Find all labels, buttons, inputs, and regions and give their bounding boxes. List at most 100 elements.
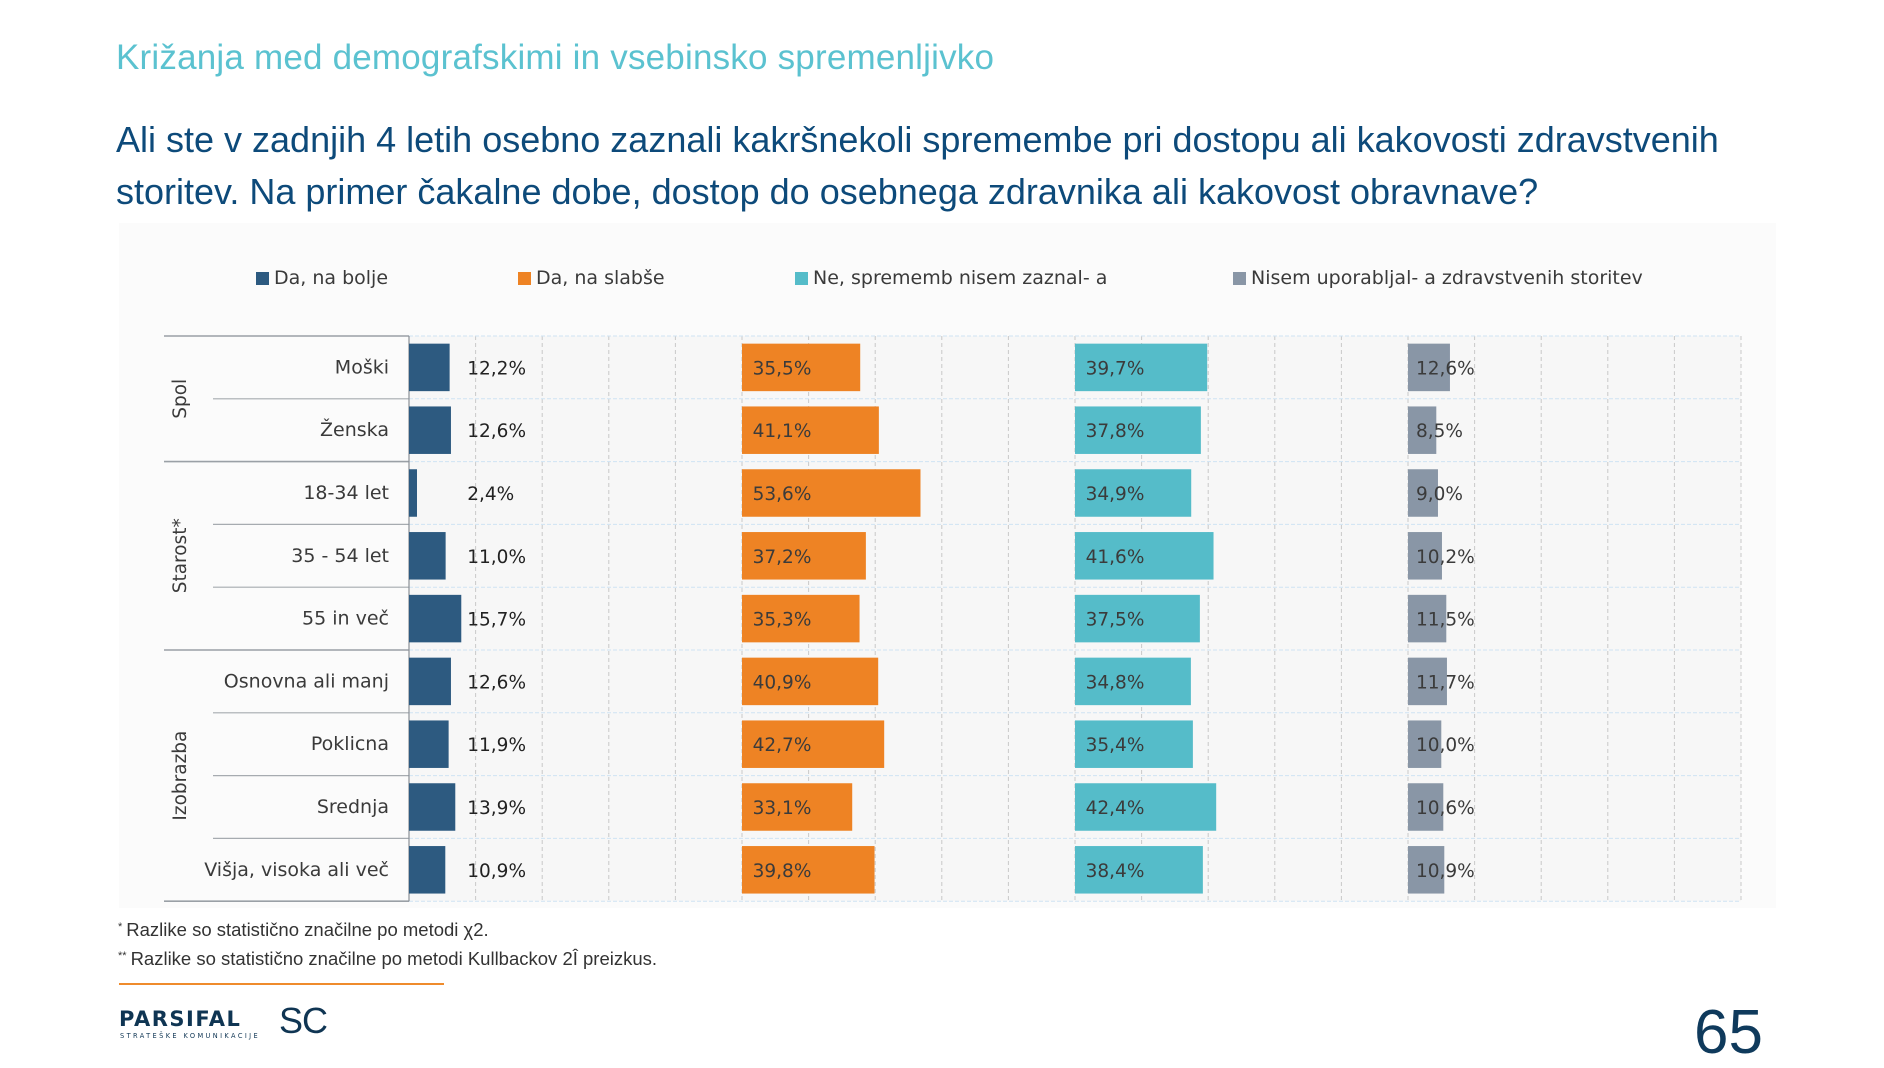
- data-label: 40,9%: [753, 672, 812, 693]
- legend-item-da-na-slabse: Da, na slabše: [518, 266, 665, 290]
- bar: [1075, 343, 1208, 392]
- category-label: 55 in več: [302, 608, 389, 630]
- data-label: 2,4%: [467, 484, 514, 505]
- bar: [1408, 469, 1438, 517]
- legend-label: Ne, sprememb nisem zaznal- a: [813, 267, 1108, 289]
- bar: [1408, 783, 1444, 831]
- category-label: Osnovna ali manj: [224, 670, 389, 692]
- bar: [1408, 343, 1450, 392]
- bar: [1408, 720, 1442, 768]
- data-label: 11,5%: [1416, 610, 1475, 631]
- category-label: 18-34 let: [303, 482, 389, 504]
- data-label: 39,7%: [1086, 358, 1145, 379]
- legend-swatch: [1233, 271, 1246, 285]
- bar: [409, 469, 417, 517]
- data-label: 42,4%: [1086, 798, 1145, 819]
- data-label: 9,0%: [1416, 484, 1463, 505]
- page-number: 65: [1694, 998, 1763, 1067]
- bar: [1408, 846, 1445, 894]
- footnote-1: * Razlike so statistično značilne po meto…: [118, 919, 489, 941]
- category-label: 35 - 54 let: [291, 545, 389, 567]
- data-label: 12,2%: [467, 358, 526, 379]
- footnote-mark: **: [118, 950, 127, 962]
- footnote-2: ** Razlike so statistično značilne po met…: [118, 948, 657, 970]
- data-label: 37,2%: [753, 547, 812, 568]
- data-label: 37,5%: [1086, 610, 1145, 631]
- bar: [409, 783, 456, 831]
- bar: [742, 783, 853, 831]
- data-label: 11,0%: [467, 547, 526, 568]
- category-label: Ženska: [320, 418, 389, 441]
- data-label: 10,9%: [1416, 861, 1475, 882]
- bar: [1408, 594, 1447, 643]
- data-label: 34,8%: [1086, 672, 1145, 693]
- data-label: 10,6%: [1416, 798, 1475, 819]
- bar: [742, 657, 879, 706]
- bar: [742, 469, 921, 517]
- category-label: Poklicna: [311, 733, 389, 755]
- footnote-mark: *: [118, 921, 123, 933]
- category-label: Srednja: [317, 796, 389, 818]
- footnote-text: Razlike so statistično značilne po metod…: [130, 948, 658, 969]
- group-label: Spol: [170, 379, 191, 419]
- bar: [409, 720, 449, 768]
- logo-tagline: STRATEŠKE KOMUNIKACIJE: [120, 1032, 261, 1040]
- legend-label: Da, na slabše: [536, 267, 665, 289]
- bar: [742, 406, 879, 454]
- group-label: Starost*: [170, 518, 191, 593]
- footnote-text: Razlike so statistično značilne po metod…: [126, 919, 489, 940]
- legend-item-ne-sprememb: Ne, sprememb nisem zaznal- a: [795, 266, 1107, 290]
- data-label: 11,7%: [1416, 672, 1475, 693]
- legend-item-nisem-uporabljal: Nisem uporabljal- a zdravstvenih storite…: [1233, 266, 1643, 290]
- bar: [409, 594, 462, 643]
- data-label: 41,6%: [1086, 547, 1145, 568]
- data-label: 11,9%: [467, 735, 526, 756]
- data-label: 12,6%: [467, 672, 526, 693]
- data-label: 37,8%: [1086, 421, 1145, 442]
- logo-wordmark: PARSIFAL: [119, 1007, 242, 1031]
- data-label: 35,3%: [753, 610, 812, 631]
- bar: [409, 657, 451, 706]
- section-subtitle: Križanja med demografskimi in vsebinsko …: [116, 38, 995, 77]
- data-label: 12,6%: [1416, 358, 1475, 379]
- bar: [1075, 720, 1193, 768]
- bar: [1408, 657, 1447, 706]
- data-label: 33,1%: [753, 798, 812, 819]
- data-label: 15,7%: [467, 610, 526, 631]
- data-label: 10,0%: [1416, 735, 1475, 756]
- accent-divider: [119, 983, 444, 985]
- bar: [409, 846, 446, 894]
- category-label: Moški: [335, 356, 389, 378]
- bar: [409, 343, 450, 392]
- logo-sc: SC: [279, 1000, 328, 1041]
- data-label: 34,9%: [1086, 484, 1145, 505]
- bar: [1075, 532, 1214, 580]
- bar: [1075, 657, 1191, 706]
- bar: [1075, 406, 1201, 454]
- bar: [1075, 594, 1200, 643]
- bar: [1075, 846, 1203, 894]
- data-label: 8,5%: [1416, 421, 1463, 442]
- bar: [742, 532, 866, 580]
- bar: [742, 594, 860, 643]
- data-label: 42,7%: [753, 735, 812, 756]
- data-label: 53,6%: [753, 484, 812, 505]
- legend-label: Nisem uporabljal- a zdravstvenih storite…: [1251, 267, 1643, 289]
- category-label: Višja, visoka ali več: [204, 859, 389, 881]
- data-label: 39,8%: [753, 861, 812, 882]
- bar: [409, 406, 451, 454]
- legend-swatch: [518, 271, 531, 285]
- data-label: 10,2%: [1416, 547, 1475, 568]
- bar: [742, 846, 875, 894]
- data-label: 41,1%: [753, 421, 812, 442]
- question-title: Ali ste v zadnjih 4 letih osebno zaznali…: [116, 119, 1719, 212]
- bar: [742, 343, 861, 392]
- bar: [409, 532, 446, 580]
- bar: [1075, 469, 1192, 517]
- legend-label: Da, na bolje: [274, 267, 389, 289]
- data-label: 38,4%: [1086, 861, 1145, 882]
- data-label: 10,9%: [467, 861, 526, 882]
- bar: [1075, 783, 1217, 831]
- legend-item-da-na-bolje: Da, na bolje: [256, 266, 388, 290]
